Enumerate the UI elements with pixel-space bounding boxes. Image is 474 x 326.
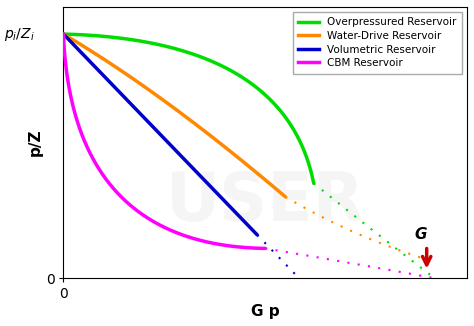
Text: USER: USER [166,169,365,235]
Text: G: G [415,227,427,242]
X-axis label: G p: G p [251,304,280,319]
Y-axis label: p/Z: p/Z [28,129,43,156]
Legend: Overpressured Reservoir, Water-Drive Reservoir, Volumetric Reservoir, CBM Reserv: Overpressured Reservoir, Water-Drive Res… [293,12,462,73]
Text: $p_i/Z_i$: $p_i/Z_i$ [4,25,35,43]
